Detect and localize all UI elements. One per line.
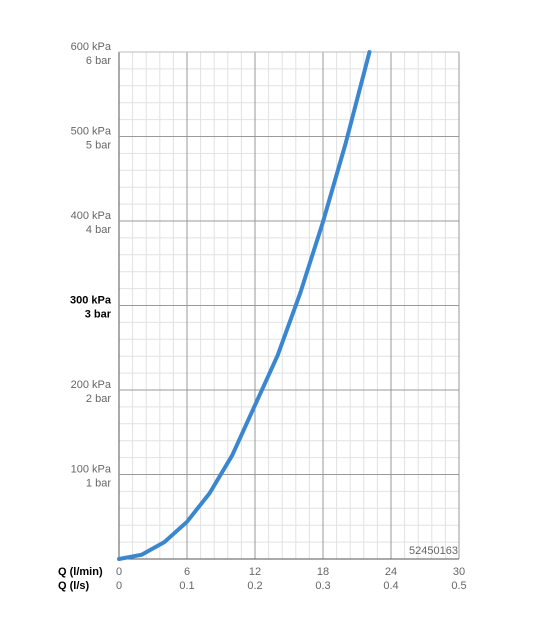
- x2-tick-label: 0.4: [383, 580, 398, 592]
- y2-tick-label: 4 bar: [86, 224, 111, 236]
- y-tick-label: 500 kPa: [71, 125, 112, 137]
- y2-tick-label: 3 bar: [85, 308, 112, 320]
- x-tick-label: 18: [317, 566, 329, 578]
- x-tick-label: 6: [184, 566, 190, 578]
- x2-tick-label: 0.5: [451, 580, 466, 592]
- y-tick-label: 600 kPa: [71, 41, 112, 53]
- y-tick-label: 200 kPa: [71, 379, 112, 391]
- x-tick-label: 24: [385, 566, 397, 578]
- x2-axis-label: Q (l/s): [58, 580, 90, 592]
- x2-tick-label: 0.1: [179, 580, 194, 592]
- x2-tick-label: 0.2: [247, 580, 262, 592]
- x2-tick-label: 0: [116, 580, 122, 592]
- y-tick-label: 100 kPa: [71, 463, 112, 475]
- y2-tick-label: 2 bar: [86, 393, 111, 405]
- x-tick-label: 12: [249, 566, 261, 578]
- x-tick-label: 0: [116, 566, 122, 578]
- x-tick-label: 30: [453, 566, 465, 578]
- y2-tick-label: 5 bar: [86, 139, 111, 151]
- y-tick-label: 300 kPa: [70, 294, 112, 306]
- y2-tick-label: 1 bar: [86, 477, 111, 489]
- annotation: 52450163: [409, 545, 458, 557]
- x-axis-label: Q (l/min): [58, 566, 103, 578]
- x2-tick-label: 0.3: [315, 580, 330, 592]
- grid: [118, 51, 460, 560]
- y-tick-label: 400 kPa: [71, 210, 112, 222]
- y2-tick-label: 6 bar: [86, 55, 111, 67]
- line: [117, 50, 372, 561]
